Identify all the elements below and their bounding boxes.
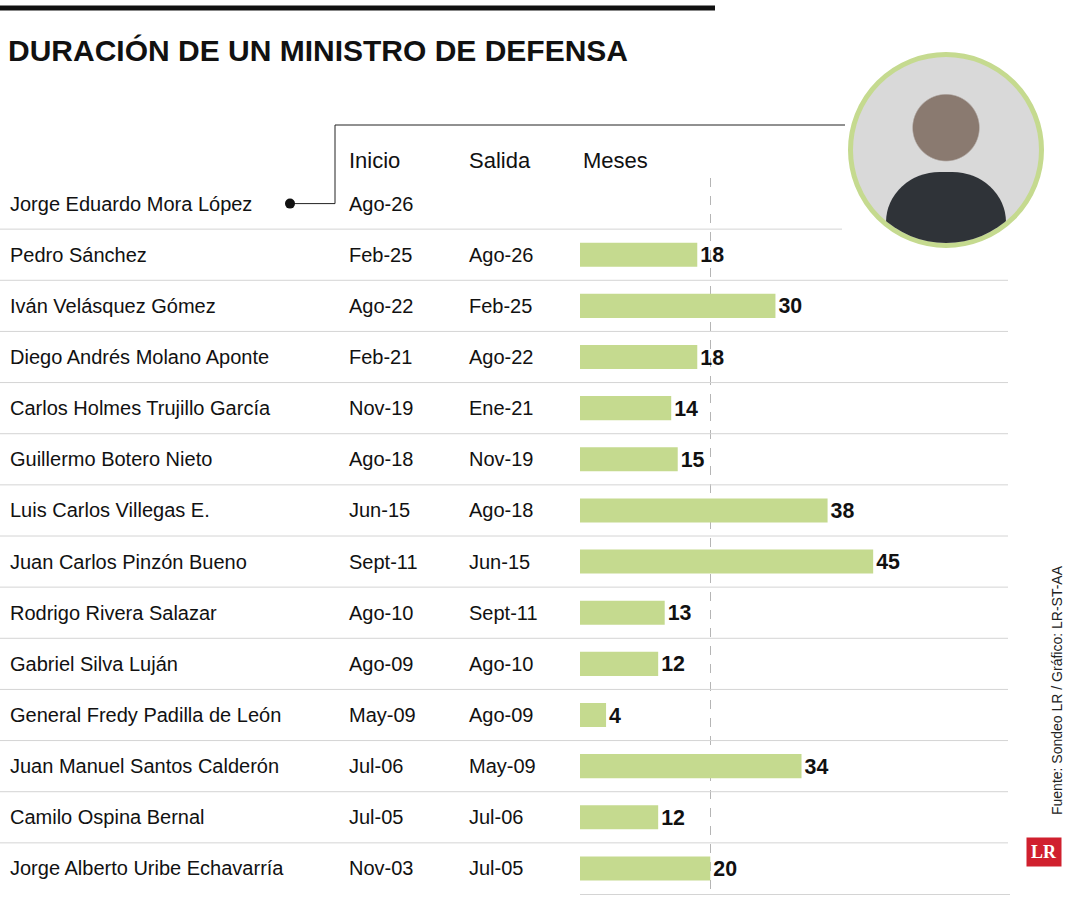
svg-text:Feb-25: Feb-25 bbox=[469, 295, 532, 317]
svg-text:Nov-19: Nov-19 bbox=[349, 397, 413, 419]
svg-text:Jun-15: Jun-15 bbox=[349, 499, 410, 521]
svg-text:Iván Velásquez Gómez: Iván Velásquez Gómez bbox=[10, 295, 216, 317]
svg-text:15: 15 bbox=[681, 448, 705, 472]
svg-text:Feb-21: Feb-21 bbox=[349, 346, 412, 368]
svg-text:Sept-11: Sept-11 bbox=[349, 551, 418, 573]
svg-text:Gabriel Silva Luján: Gabriel Silva Luján bbox=[10, 653, 178, 675]
svg-text:Sept-11: Sept-11 bbox=[469, 602, 538, 624]
svg-text:13: 13 bbox=[668, 601, 692, 625]
svg-text:Jorge Eduardo Mora López: Jorge Eduardo Mora López bbox=[10, 193, 252, 215]
svg-text:12: 12 bbox=[661, 652, 685, 676]
svg-text:Fuente: Sondeo LR / Gráfico: L: Fuente: Sondeo LR / Gráfico: LR-ST-AA bbox=[1049, 565, 1065, 815]
svg-text:Jul-05: Jul-05 bbox=[349, 806, 403, 828]
svg-text:Jorge Alberto Uribe Echavarría: Jorge Alberto Uribe Echavarría bbox=[10, 857, 284, 879]
svg-text:Ago-10: Ago-10 bbox=[349, 602, 414, 624]
svg-text:Ago-10: Ago-10 bbox=[469, 653, 534, 675]
svg-text:Jul-06: Jul-06 bbox=[469, 806, 523, 828]
svg-text:Juan Manuel Santos Calderón: Juan Manuel Santos Calderón bbox=[10, 755, 279, 777]
svg-text:38: 38 bbox=[831, 499, 855, 523]
svg-text:14: 14 bbox=[674, 397, 698, 421]
svg-text:Carlos Holmes Trujillo García: Carlos Holmes Trujillo García bbox=[10, 397, 271, 419]
svg-text:Ene-21: Ene-21 bbox=[469, 397, 534, 419]
svg-text:Nov-19: Nov-19 bbox=[469, 448, 533, 470]
svg-text:Ago-09: Ago-09 bbox=[349, 653, 414, 675]
svg-text:May-09: May-09 bbox=[349, 704, 416, 726]
svg-text:Ago-22: Ago-22 bbox=[349, 295, 414, 317]
svg-text:Jul-06: Jul-06 bbox=[349, 755, 403, 777]
svg-text:Feb-25: Feb-25 bbox=[349, 244, 412, 266]
svg-text:18: 18 bbox=[700, 346, 724, 370]
svg-text:30: 30 bbox=[778, 294, 802, 318]
svg-text:Ago-18: Ago-18 bbox=[469, 499, 534, 521]
svg-text:DURACIÓN DE UN MINISTRO DE DEF: DURACIÓN DE UN MINISTRO DE DEFENSA bbox=[8, 34, 628, 67]
svg-text:Ago-26: Ago-26 bbox=[469, 244, 534, 266]
svg-text:Meses: Meses bbox=[583, 148, 648, 173]
svg-text:Camilo Ospina Bernal: Camilo Ospina Bernal bbox=[10, 806, 205, 828]
svg-text:4: 4 bbox=[609, 704, 621, 728]
svg-text:Guillermo Botero Nieto: Guillermo Botero Nieto bbox=[10, 448, 212, 470]
svg-text:34: 34 bbox=[805, 755, 829, 779]
svg-text:Diego Andrés Molano Aponte: Diego Andrés Molano Aponte bbox=[10, 346, 269, 368]
svg-text:Ago-09: Ago-09 bbox=[469, 704, 534, 726]
svg-text:Jul-05: Jul-05 bbox=[469, 857, 523, 879]
svg-text:18: 18 bbox=[700, 243, 724, 267]
svg-text:20: 20 bbox=[713, 857, 737, 881]
svg-text:Ago-22: Ago-22 bbox=[469, 346, 534, 368]
svg-text:Rodrigo Rivera Salazar: Rodrigo Rivera Salazar bbox=[10, 602, 217, 624]
svg-text:LR: LR bbox=[1031, 842, 1057, 862]
svg-text:Juan Carlos Pinzón Bueno: Juan Carlos Pinzón Bueno bbox=[10, 551, 247, 573]
svg-text:Inicio: Inicio bbox=[349, 148, 400, 173]
svg-text:Salida: Salida bbox=[469, 148, 531, 173]
svg-text:Luis Carlos Villegas E.: Luis Carlos Villegas E. bbox=[10, 499, 210, 521]
svg-text:Pedro Sánchez: Pedro Sánchez bbox=[10, 244, 147, 266]
svg-text:Ago-18: Ago-18 bbox=[349, 448, 414, 470]
svg-text:May-09: May-09 bbox=[469, 755, 536, 777]
svg-text:Ago-26: Ago-26 bbox=[349, 193, 414, 215]
svg-text:Nov-03: Nov-03 bbox=[349, 857, 413, 879]
svg-text:General Fredy Padilla de León: General Fredy Padilla de León bbox=[10, 704, 281, 726]
svg-text:45: 45 bbox=[876, 550, 900, 574]
svg-text:Jun-15: Jun-15 bbox=[469, 551, 530, 573]
svg-text:12: 12 bbox=[661, 806, 685, 830]
